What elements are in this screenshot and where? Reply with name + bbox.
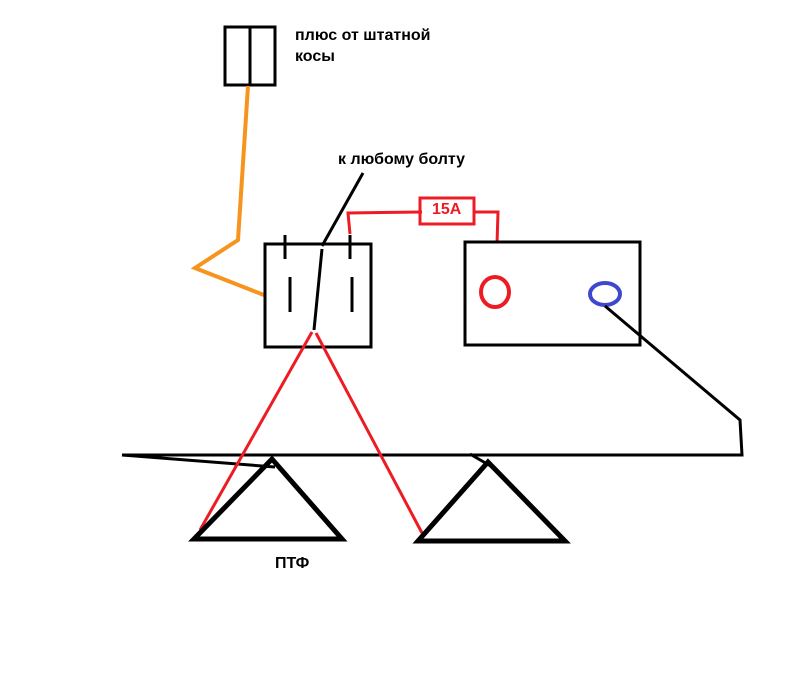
relay-to-fog-left-wire (200, 332, 312, 530)
diagram-svg (0, 0, 811, 683)
plus-harness-label: плюс от штатной косы (295, 26, 430, 68)
ptf-label: ПТФ (275, 554, 309, 575)
battery-box (465, 242, 640, 345)
orange-wire (195, 86, 264, 295)
wiring-diagram: плюс от штатной косы к любому болту 15A … (0, 0, 811, 683)
fuse-to-relay-wire (348, 212, 422, 234)
bolt-wire (322, 173, 363, 246)
bolt-label: к любому болту (338, 150, 465, 171)
battery-ground-wire (122, 306, 742, 467)
relay-to-fog-right-wire (316, 333, 422, 533)
fuse-label: 15A (432, 200, 461, 221)
fog-light-right (418, 462, 565, 541)
